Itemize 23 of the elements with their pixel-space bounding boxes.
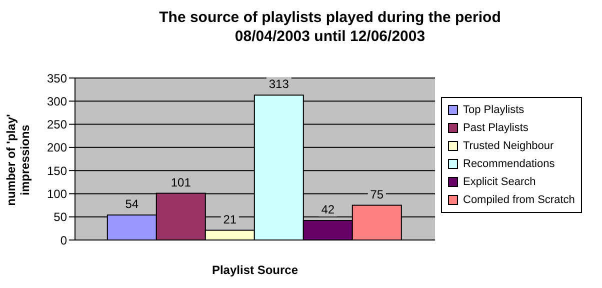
legend-label: Compiled from Scratch xyxy=(463,194,575,206)
y-tick-label: 150 xyxy=(46,164,68,178)
legend-label: Recommendations xyxy=(463,158,555,170)
data-label: 101 xyxy=(170,175,192,190)
data-label: 21 xyxy=(223,212,237,226)
y-axis-title: number of 'play' impressions xyxy=(4,113,32,208)
y-tick-label: 100 xyxy=(46,186,68,201)
legend-label: Top Playlists xyxy=(463,104,524,116)
y-tick-label: 250 xyxy=(46,118,68,132)
legend-label: Explicit Search xyxy=(463,176,536,188)
y-tick-label: 0 xyxy=(60,233,68,248)
chart-title: The source of playlists played during the period 08/04/2003 until 12/06/2003 xyxy=(158,8,502,46)
y-tick-label: 50 xyxy=(54,210,68,224)
data-label: 42 xyxy=(321,202,335,217)
x-axis-title: Playlist Source xyxy=(212,263,298,277)
legend-label: Past Playlists xyxy=(463,122,528,134)
y-tick-label: 300 xyxy=(46,94,68,108)
data-label: 75 xyxy=(370,187,384,202)
legend-label: Trusted Neighbour xyxy=(463,140,554,152)
data-label: 313 xyxy=(268,77,290,92)
y-tick-label: 200 xyxy=(46,140,68,155)
data-label: 54 xyxy=(125,197,139,212)
y-tick-label: 350 xyxy=(46,71,68,86)
